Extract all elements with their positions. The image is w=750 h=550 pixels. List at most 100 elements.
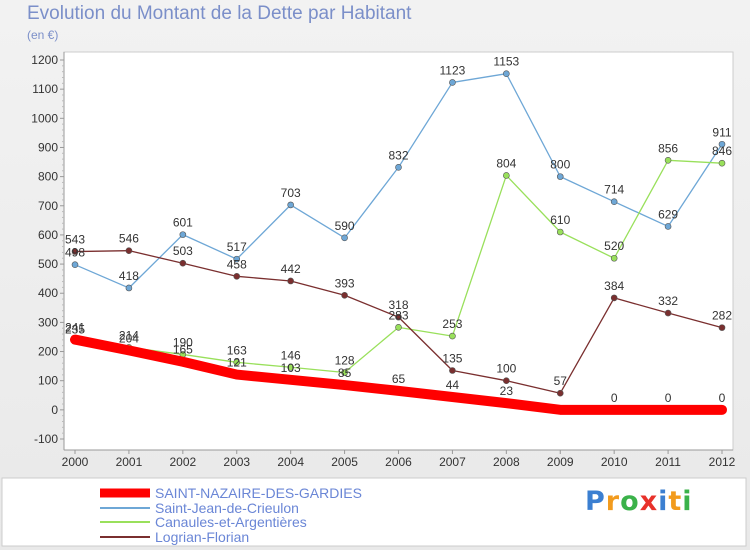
legend-label: Saint-Jean-de-Crieulon xyxy=(155,500,299,516)
data-point xyxy=(503,377,510,384)
data-point xyxy=(341,291,348,299)
data-point xyxy=(287,363,294,371)
data-point xyxy=(556,173,564,180)
data-label: 23 xyxy=(500,384,514,398)
x-tick-label: 2004 xyxy=(277,455,304,469)
data-label: 253 xyxy=(442,317,462,331)
data-point xyxy=(395,163,402,171)
logo-letter: x xyxy=(639,486,659,517)
data-label: 128 xyxy=(335,354,355,368)
data-label: 911 xyxy=(712,125,731,139)
data-point xyxy=(556,228,564,236)
data-point xyxy=(449,79,456,86)
data-point xyxy=(233,255,241,263)
x-tick-label: 2001 xyxy=(116,455,143,469)
data-label: 590 xyxy=(335,219,355,233)
data-point xyxy=(555,405,565,415)
y-tick-label: -100 xyxy=(34,432,58,446)
chart-title: Evolution du Montant de la Dette par Hab… xyxy=(27,3,412,24)
data-label: 517 xyxy=(227,240,247,254)
x-tick-label: 2009 xyxy=(547,455,574,469)
data-point xyxy=(179,259,187,267)
data-point xyxy=(502,398,511,408)
y-tick-label: 700 xyxy=(38,199,58,213)
data-label: 44 xyxy=(446,378,460,392)
y-tick-label: 200 xyxy=(38,345,58,359)
x-tick-label: 2011 xyxy=(655,455,681,469)
data-point xyxy=(503,172,510,179)
proxiti-logo: Proxiti xyxy=(585,486,693,517)
data-label: 241 xyxy=(65,321,85,335)
data-label: 442 xyxy=(281,262,301,276)
unit-label: (en €) xyxy=(27,28,59,42)
y-tick-label: 500 xyxy=(38,257,58,271)
data-label: 204 xyxy=(119,331,139,345)
data-point xyxy=(610,254,618,262)
data-label: 65 xyxy=(392,372,406,386)
plot-area xyxy=(63,51,734,451)
data-point xyxy=(610,294,618,302)
data-point xyxy=(718,324,726,331)
data-label: 856 xyxy=(658,141,678,155)
logo-letter: o xyxy=(620,486,640,517)
y-tick-label: 800 xyxy=(38,170,58,184)
y-tick-label: 1100 xyxy=(32,82,58,96)
logo-letter: i xyxy=(682,486,693,517)
data-label: 703 xyxy=(281,186,301,200)
data-point xyxy=(664,223,672,230)
data-point xyxy=(340,380,349,390)
data-point xyxy=(718,159,726,167)
logo-letter: P xyxy=(585,486,606,517)
x-tick-label: 2000 xyxy=(62,455,89,469)
data-point xyxy=(287,201,294,209)
data-label: 714 xyxy=(604,183,624,197)
data-label: 165 xyxy=(173,343,193,357)
logo-letter: t xyxy=(668,486,683,517)
data-label: 520 xyxy=(604,239,624,253)
data-point xyxy=(341,234,348,242)
data-label: 804 xyxy=(496,156,516,170)
data-point xyxy=(449,367,456,374)
x-tick-label: 2002 xyxy=(169,455,196,469)
y-tick-label: 0 xyxy=(51,403,58,417)
data-point xyxy=(395,313,402,321)
x-tick-label: 2003 xyxy=(223,455,250,469)
data-point xyxy=(71,248,79,255)
y-tick-label: 400 xyxy=(38,286,58,300)
data-label: 393 xyxy=(335,276,355,290)
data-label: 146 xyxy=(281,348,301,362)
data-label: 832 xyxy=(388,148,408,162)
data-point xyxy=(610,198,618,205)
data-label: 235 xyxy=(65,322,85,336)
x-tick-label: 2010 xyxy=(601,455,628,469)
data-label: 610 xyxy=(550,213,570,227)
legend: SAINT-NAZAIRE-DES-GARDIESSaint-Jean-de-C… xyxy=(100,485,362,545)
data-label: 543 xyxy=(65,233,85,247)
y-tick-label: 300 xyxy=(38,315,58,329)
y-tick-label: 1200 xyxy=(31,53,58,67)
data-label: 332 xyxy=(658,294,678,308)
data-label: 85 xyxy=(338,366,352,380)
data-point xyxy=(394,386,403,396)
data-label: 190 xyxy=(173,335,193,349)
data-label: 0 xyxy=(665,391,672,405)
data-label: 214 xyxy=(119,328,139,342)
data-label: 498 xyxy=(65,246,85,260)
data-label: 103 xyxy=(281,361,301,375)
data-label: 0 xyxy=(611,391,618,405)
data-label: 546 xyxy=(119,232,139,246)
data-point xyxy=(664,156,672,164)
data-label: 121 xyxy=(227,356,247,370)
data-point xyxy=(232,370,242,379)
data-label: 1123 xyxy=(440,63,466,77)
data-point xyxy=(71,261,79,268)
data-label: 629 xyxy=(658,207,678,221)
data-label: 846 xyxy=(712,144,732,158)
data-point xyxy=(124,346,134,355)
data-point xyxy=(125,247,133,254)
legend-label: Canaules-et-Argentières xyxy=(155,514,307,530)
x-tick-label: 2012 xyxy=(709,455,736,469)
data-point xyxy=(341,369,348,376)
logo-letter: r xyxy=(605,486,621,517)
data-label: 135 xyxy=(442,351,462,365)
